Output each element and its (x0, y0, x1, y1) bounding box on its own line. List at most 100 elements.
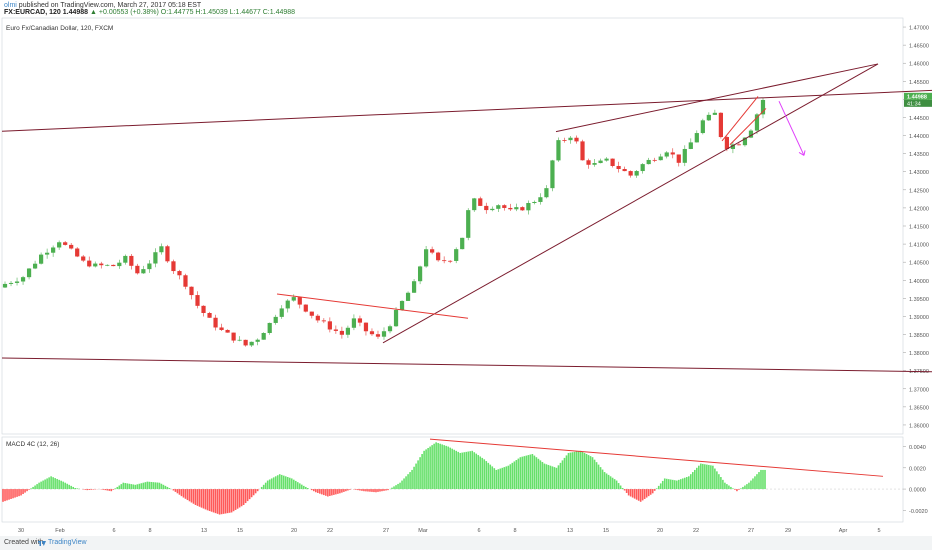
candle-body (634, 171, 639, 176)
candle (177, 269, 182, 280)
author-link[interactable]: olmi (4, 2, 17, 9)
candle (580, 139, 585, 161)
candle (664, 151, 669, 159)
candle (195, 291, 200, 309)
time-axis-label: 8 (513, 528, 516, 534)
candle-body (658, 156, 663, 161)
candle-body (706, 114, 711, 121)
candle (754, 113, 760, 135)
candle (508, 203, 513, 211)
candle-body (676, 154, 681, 163)
price-axis-label: 1.46500 (909, 44, 929, 50)
candle (333, 325, 338, 334)
candle-body (195, 295, 200, 306)
candle-body (424, 249, 429, 267)
lower-support-line (1, 357, 932, 373)
time-tag (904, 99, 932, 107)
price-axis-label: 1.37000 (909, 387, 929, 393)
price-axis-label: 1.41500 (909, 225, 929, 231)
candle-body (141, 269, 146, 274)
time-axis-label: 20 (291, 528, 297, 534)
candle-body (592, 163, 597, 165)
wedge-upper-line (555, 63, 879, 133)
candle-body (279, 308, 284, 317)
candle-body (568, 137, 573, 141)
candle-body (718, 112, 723, 138)
candle (45, 248, 50, 259)
time-axis-label: 29 (785, 528, 791, 534)
created-with-label: Created with (4, 539, 44, 546)
time-axis-label: 22 (327, 528, 333, 534)
candle (538, 193, 543, 205)
candle (339, 326, 344, 339)
candle-body (550, 160, 555, 189)
candle (38, 252, 44, 265)
candle-body (514, 207, 519, 210)
candle (730, 142, 736, 154)
candle-body (147, 263, 152, 270)
candle-body (442, 260, 447, 262)
candle-body (748, 130, 754, 138)
candle-body (243, 339, 248, 346)
candle-body (616, 165, 621, 170)
candle-body (754, 114, 760, 131)
candle (243, 339, 248, 347)
candle-body (57, 242, 62, 248)
candle-body (201, 305, 206, 313)
candle (93, 261, 98, 268)
candle-body (712, 112, 717, 115)
candle (51, 245, 56, 257)
candle (670, 148, 675, 159)
candle-body (87, 260, 92, 267)
candle-body (610, 158, 615, 166)
candle-body (219, 327, 224, 330)
upper-trendline (1, 89, 932, 132)
candle (424, 246, 429, 268)
candle-body (478, 198, 483, 206)
candle (135, 263, 140, 275)
candle (279, 305, 284, 319)
candle (706, 112, 711, 121)
candle (448, 260, 453, 264)
candle (165, 244, 170, 263)
candle-body (682, 148, 687, 163)
candle-body (69, 244, 74, 249)
candle-body (26, 268, 32, 278)
candle (20, 275, 26, 285)
price-axis-label: 1.39500 (909, 297, 929, 303)
candle-body (532, 201, 537, 203)
candle-body (351, 318, 357, 328)
candle-body (309, 311, 314, 316)
candle-body (135, 265, 140, 274)
candle-body (225, 329, 230, 333)
candle-body (153, 252, 158, 264)
candle (69, 242, 74, 250)
candles (2, 97, 766, 347)
ohlc-values: O:1.44775 H:1.45039 L:1.44677 C:1.44988 (160, 9, 296, 16)
candle-body (405, 292, 411, 301)
candle-body (742, 137, 748, 146)
down-arrow-line (778, 100, 805, 156)
candle-body (622, 169, 627, 172)
candle (255, 338, 260, 346)
tradingview-brand-link[interactable]: TradingView (48, 539, 87, 546)
candle (592, 159, 597, 167)
candle (700, 118, 705, 135)
time-axis-label: 6 (112, 528, 115, 534)
chart-title: Euro Fx/Canadian Dollar, 120, FXCM (6, 25, 113, 32)
candle (405, 291, 411, 302)
candle (189, 286, 194, 300)
candle (303, 304, 308, 313)
candle-body (490, 208, 495, 211)
candle (676, 154, 681, 167)
candle-body (315, 315, 320, 321)
time-axis-label: 22 (693, 528, 699, 534)
candle (309, 311, 314, 319)
candle-body (285, 300, 290, 309)
time-axis-label: 15 (603, 528, 609, 534)
candle-body (297, 297, 302, 305)
candle (99, 261, 104, 269)
price-axis-label: 1.41000 (909, 243, 929, 249)
price-tag (904, 92, 932, 100)
